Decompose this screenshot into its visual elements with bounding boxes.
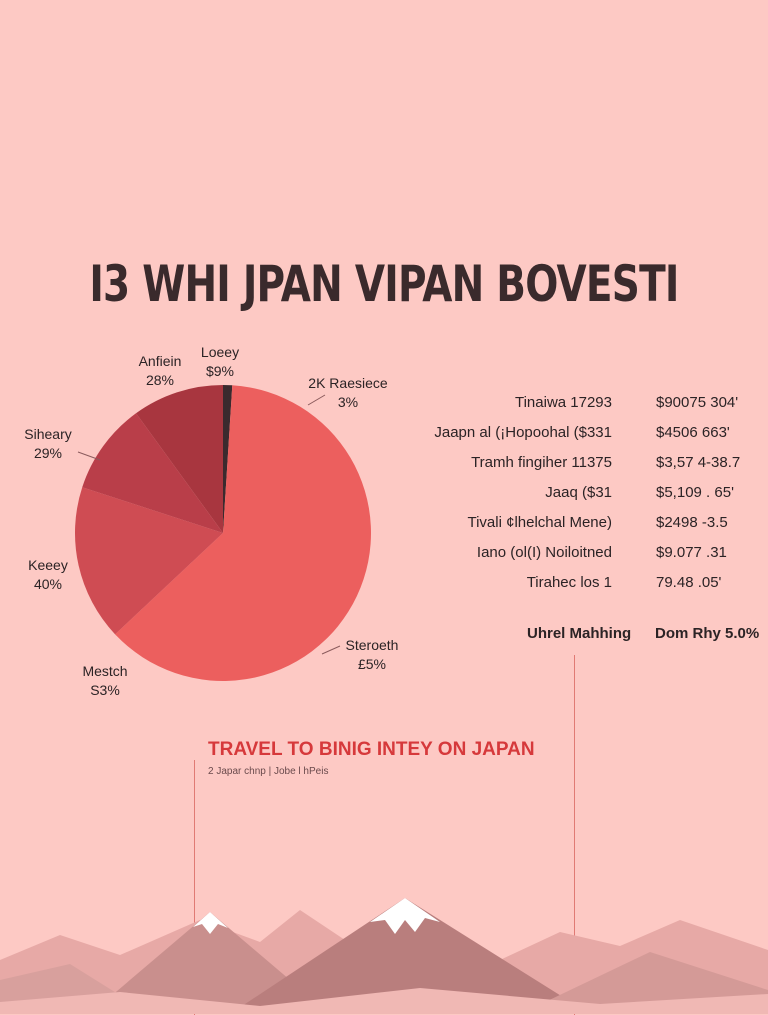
- slice-label-1: Steroeth: [346, 637, 399, 653]
- pie-slices: [74, 385, 371, 682]
- pie-slice-4: [136, 385, 223, 533]
- row-name: Tivali ¢lhelchal Mene): [467, 514, 612, 531]
- slice-pct-2: 40%: [34, 576, 62, 592]
- leader-line-1: [307, 394, 326, 406]
- table-row: Tirahec los 1 79.48 .05': [380, 570, 760, 600]
- slice-label-2: Keeey: [28, 557, 68, 573]
- slice-label-0: Loeey: [201, 344, 239, 360]
- row-name: Tramh fingiher 11375: [471, 454, 612, 471]
- table-row: Tinaiwa 17293 $90075 304': [380, 390, 760, 420]
- extra-label-1: Mestch: [82, 663, 127, 679]
- row-name: Iano (ol(I) Noiloitned: [476, 544, 612, 561]
- mountain-peak-center: [230, 898, 590, 1014]
- row-value: $2498 -3.5: [656, 514, 728, 531]
- slice-pct-0: $9%: [206, 363, 234, 379]
- row-value: $4506 663': [656, 424, 730, 441]
- row-value: 79.48 .05': [656, 574, 722, 591]
- table-row: Tivali ¢lhelchal Mene) $2498 -3.5: [380, 510, 760, 540]
- row-value: $9.077 .31: [656, 544, 727, 561]
- snow-cap-center: [370, 898, 440, 934]
- divider-line: [574, 655, 575, 1015]
- table-footer-label: Uhrel Mahhing: [527, 625, 632, 642]
- row-name: Jaaq ($31: [545, 484, 612, 501]
- slice-pct-4: 28%: [146, 372, 174, 388]
- pie-chart: Loeey $9% Steroeth £5% Keeey 40% Siheary 29% Anf…: [24, 344, 398, 698]
- leader-line-2: [77, 451, 101, 461]
- table-row: Jaaq ($31 $5,109 . 65': [380, 480, 760, 510]
- pie-slice-0: [223, 385, 233, 533]
- slice-pct-3: 29%: [34, 445, 62, 461]
- slice-pct-1: £5%: [358, 656, 386, 672]
- divider-line: [194, 760, 195, 1015]
- section-subheading: 2 Japar chnp | Jobe l hPeis: [208, 766, 329, 777]
- pie-slice-1: [115, 385, 371, 682]
- page-title: I3 WHI JPAN VIPAN BOVESTI: [89, 255, 679, 313]
- mountain-foreground: [0, 988, 768, 1014]
- table-footer-value: Dom Rhy 5.0%: [655, 625, 760, 642]
- extra-pct-1: S3%: [90, 682, 120, 698]
- section-heading: TRAVEL TO BINIG INTEY ON JAPAN: [208, 739, 535, 760]
- pie-leader-lines: [77, 394, 341, 655]
- mountain-illustration: [0, 898, 768, 1014]
- row-name: Tirahec los 1: [526, 574, 612, 591]
- extra-pct-0: 3%: [338, 394, 358, 410]
- table-row: Tramh fingiher 11375 $3,57 4-38.7: [380, 450, 760, 480]
- cost-table: Tinaiwa 17293 $90075 304' Jaapn al (¡Hop…: [380, 390, 760, 600]
- slice-label-3: Siheary: [24, 426, 71, 442]
- pie-slice-3: [82, 413, 223, 533]
- pie-slice-2: [74, 487, 224, 635]
- table-row: Iano (ol(I) Noiloitned $9.077 .31: [380, 540, 760, 570]
- row-name: Jaapn al (¡Hopoohal ($331: [434, 424, 612, 441]
- snow-cap-left: [193, 912, 228, 934]
- row-value: $3,57 4-38.7: [656, 454, 741, 471]
- table-row: Jaapn al (¡Hopoohal ($331 $4506 663': [380, 420, 760, 450]
- row-name: Tinaiwa 17293: [514, 394, 612, 411]
- row-value: $5,109 . 65': [656, 484, 734, 501]
- slice-label-4: Anfiein: [139, 353, 182, 369]
- leader-line-0: [321, 645, 341, 655]
- row-value: $90075 304': [656, 394, 739, 411]
- extra-label-0: 2K Raesiece: [308, 375, 388, 391]
- pie-labels: Loeey $9% Steroeth £5% Keeey 40% Siheary 29% Anf…: [24, 344, 398, 698]
